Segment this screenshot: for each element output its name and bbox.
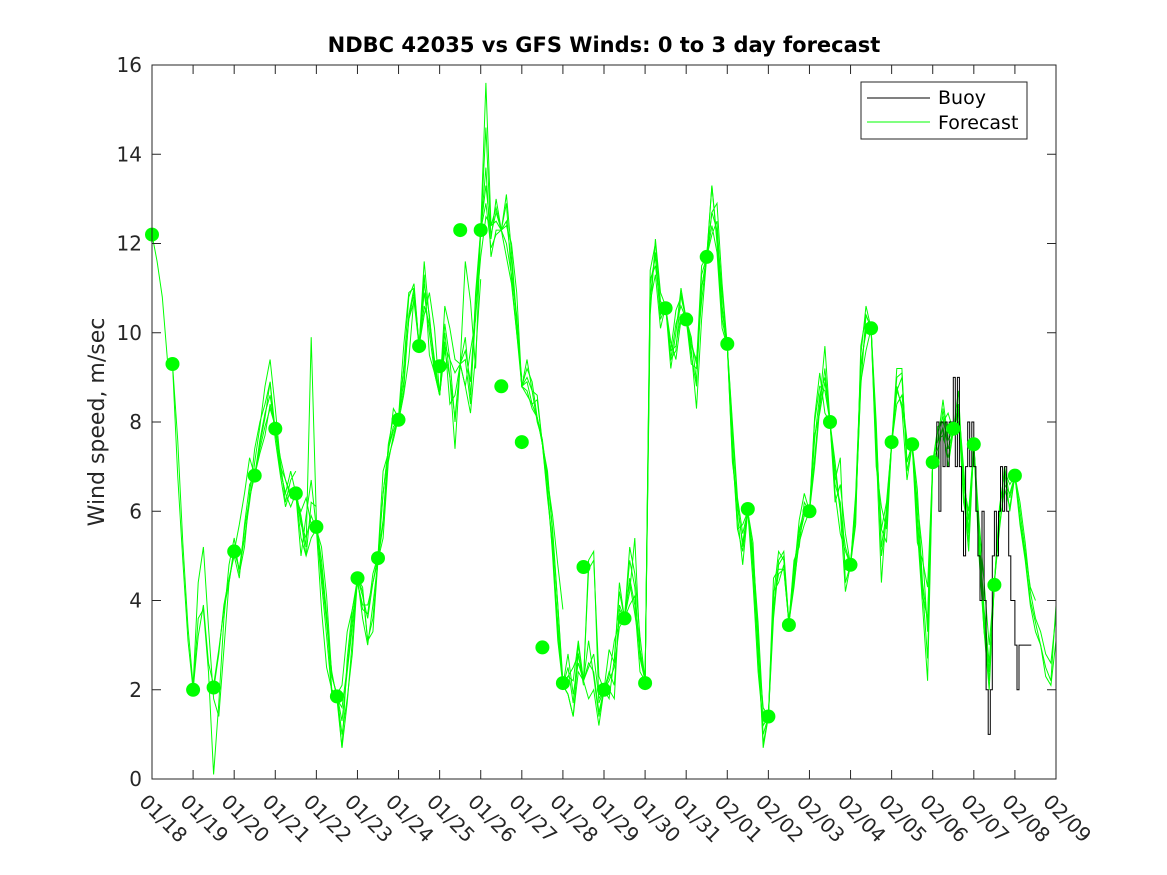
forecast-analysis-marker (740, 502, 755, 516)
forecast-analysis-marker (843, 557, 858, 572)
forecast-analysis-marker (288, 486, 303, 501)
forecast-analysis-marker (535, 640, 550, 655)
forecast-analysis-marker (638, 676, 653, 691)
forecast-analysis-marker (617, 611, 632, 626)
y-tick-label: 4 (129, 589, 142, 613)
forecast-analysis-marker (781, 618, 796, 632)
buoy-observation-line (932, 376, 1032, 735)
legend-box (860, 81, 1028, 140)
forecast-analysis-marker (206, 680, 221, 695)
forecast-analysis-marker (1007, 468, 1022, 483)
forecast-analysis-marker (453, 223, 468, 238)
forecast-analysis-marker (412, 339, 427, 354)
legend-label-forecast: Forecast (938, 112, 1018, 134)
plot-area (152, 65, 1056, 779)
y-tick-label: 6 (129, 499, 142, 523)
forecast-analysis-marker (823, 415, 837, 429)
y-tick-label: 10 (117, 321, 142, 345)
forecast-analysis-marker (227, 544, 242, 559)
forecast-analysis-marker (473, 223, 488, 238)
forecast-analysis-marker (905, 437, 920, 452)
forecast-analysis-marker (925, 455, 940, 470)
forecast-analysis-marker (946, 421, 961, 436)
y-tick-label: 8 (129, 410, 142, 434)
forecast-analysis-marker (679, 312, 694, 327)
forecast-analysis-marker (761, 709, 776, 724)
y-tick-label: 12 (117, 232, 142, 256)
forecast-analysis-marker (699, 249, 714, 264)
forecast-analysis-marker (350, 571, 365, 586)
forecast-analysis-marker (720, 336, 735, 351)
forecast-analysis-marker (864, 321, 879, 336)
forecast-analysis-marker (514, 435, 529, 450)
plot-series-group (145, 82, 1057, 775)
y-tick-label: 0 (129, 767, 142, 791)
forecast-analysis-marker (884, 435, 899, 450)
forecast-analysis-marker (371, 551, 385, 566)
forecast-analysis-marker (432, 359, 447, 374)
legend: Buoy Forecast (860, 81, 1028, 140)
forecast-analysis-marker (309, 519, 324, 534)
legend-label-buoy: Buoy (938, 87, 986, 109)
forecast-analysis-marker (966, 437, 981, 452)
forecast-analysis-marker (597, 682, 611, 697)
forecast-analysis-marker (391, 412, 406, 427)
forecast-analysis-marker (247, 468, 262, 483)
forecast-analysis-marker (987, 577, 1002, 592)
forecast-analysis-marker (658, 301, 673, 316)
y-axis: 0 2 4 6 8 10 12 14 16 (117, 53, 1056, 791)
forecast-analysis-marker (802, 504, 817, 519)
y-tick-label: 14 (117, 142, 142, 166)
chart-title: NDBC 42035 vs GFS Winds: 0 to 3 day fore… (328, 33, 881, 57)
y-tick-label: 16 (117, 53, 142, 77)
y-axis-label: Wind speed, m/sec (85, 318, 110, 527)
forecast-analysis-marker (186, 682, 201, 697)
forecast-analysis-marker (165, 357, 180, 371)
forecast-analysis-marker (555, 676, 570, 691)
forecast-analysis-marker (494, 379, 509, 394)
forecast-analysis-marker (268, 421, 283, 436)
forecast-analysis-marker (329, 689, 344, 704)
y-tick-label: 2 (129, 678, 142, 702)
forecast-analysis-marker (576, 560, 591, 574)
